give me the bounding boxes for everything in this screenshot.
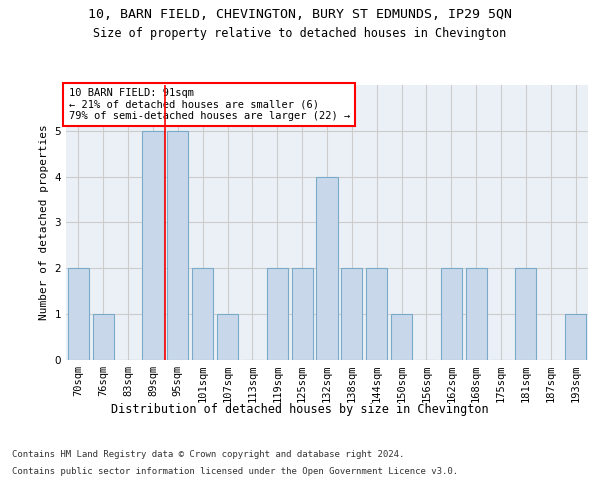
Bar	[366, 268, 387, 360]
Bar	[316, 176, 338, 360]
Bar	[192, 268, 213, 360]
Text: Distribution of detached houses by size in Chevington: Distribution of detached houses by size …	[111, 402, 489, 415]
Text: Contains HM Land Registry data © Crown copyright and database right 2024.: Contains HM Land Registry data © Crown c…	[12, 450, 404, 459]
Bar	[93, 314, 114, 360]
Bar	[217, 314, 238, 360]
Text: Size of property relative to detached houses in Chevington: Size of property relative to detached ho…	[94, 28, 506, 40]
Bar	[68, 268, 89, 360]
Bar	[341, 268, 362, 360]
Text: Contains public sector information licensed under the Open Government Licence v3: Contains public sector information licen…	[12, 468, 458, 476]
Bar	[292, 268, 313, 360]
Text: 10 BARN FIELD: 91sqm
← 21% of detached houses are smaller (6)
79% of semi-detach: 10 BARN FIELD: 91sqm ← 21% of detached h…	[68, 88, 350, 121]
Bar	[267, 268, 288, 360]
Y-axis label: Number of detached properties: Number of detached properties	[39, 124, 49, 320]
Bar	[391, 314, 412, 360]
Bar	[565, 314, 586, 360]
Bar	[466, 268, 487, 360]
Bar	[142, 131, 164, 360]
Bar	[167, 131, 188, 360]
Text: 10, BARN FIELD, CHEVINGTON, BURY ST EDMUNDS, IP29 5QN: 10, BARN FIELD, CHEVINGTON, BURY ST EDMU…	[88, 8, 512, 20]
Bar	[441, 268, 462, 360]
Bar	[515, 268, 536, 360]
